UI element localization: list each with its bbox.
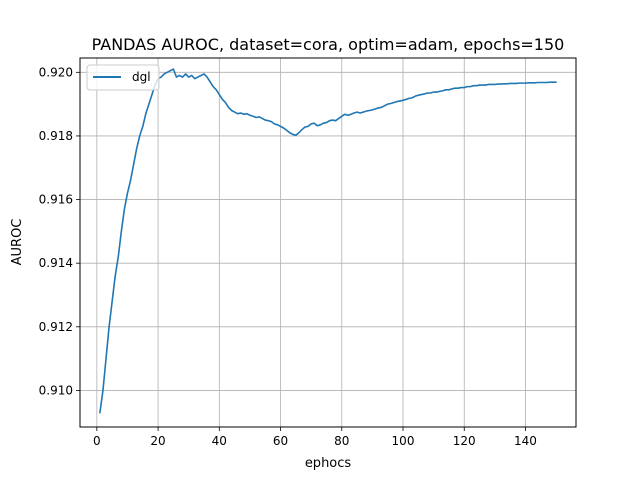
x-tick-label: 0 [93,434,101,448]
legend: dgl [86,64,160,91]
plot-frame [79,57,577,428]
chart-title: PANDAS AUROC, dataset=cora, optim=adam, … [92,35,565,54]
x-tick-label: 140 [514,434,537,448]
legend-box [86,64,160,91]
y-tick-label: 0.916 [39,193,73,207]
y-tick-label: 0.914 [39,256,73,270]
x-tick-label: 60 [273,434,288,448]
legend-label-dgl: dgl [132,70,151,84]
y-tick-label: 0.910 [39,383,73,397]
x-tick-label: 40 [212,434,227,448]
y-tick-label: 0.920 [39,65,73,79]
y-axis-label: AUROC [10,219,25,266]
series-lines [99,68,557,414]
grid-lines [80,58,576,427]
y-tick-label: 0.918 [39,129,73,143]
x-axis-ticks: 0 20 40 60 80 100 120 140 [93,427,537,448]
x-tick-label: 80 [334,434,349,448]
x-tick-label: 20 [150,434,165,448]
x-tick-label: 120 [453,434,476,448]
y-tick-label: 0.912 [39,320,73,334]
y-axis-ticks: 0.910 0.912 0.914 0.916 0.918 0.920 [39,65,80,397]
x-axis-label: ephocs [305,456,352,471]
series-line-dgl [99,68,557,414]
x-tick-label: 100 [392,434,415,448]
